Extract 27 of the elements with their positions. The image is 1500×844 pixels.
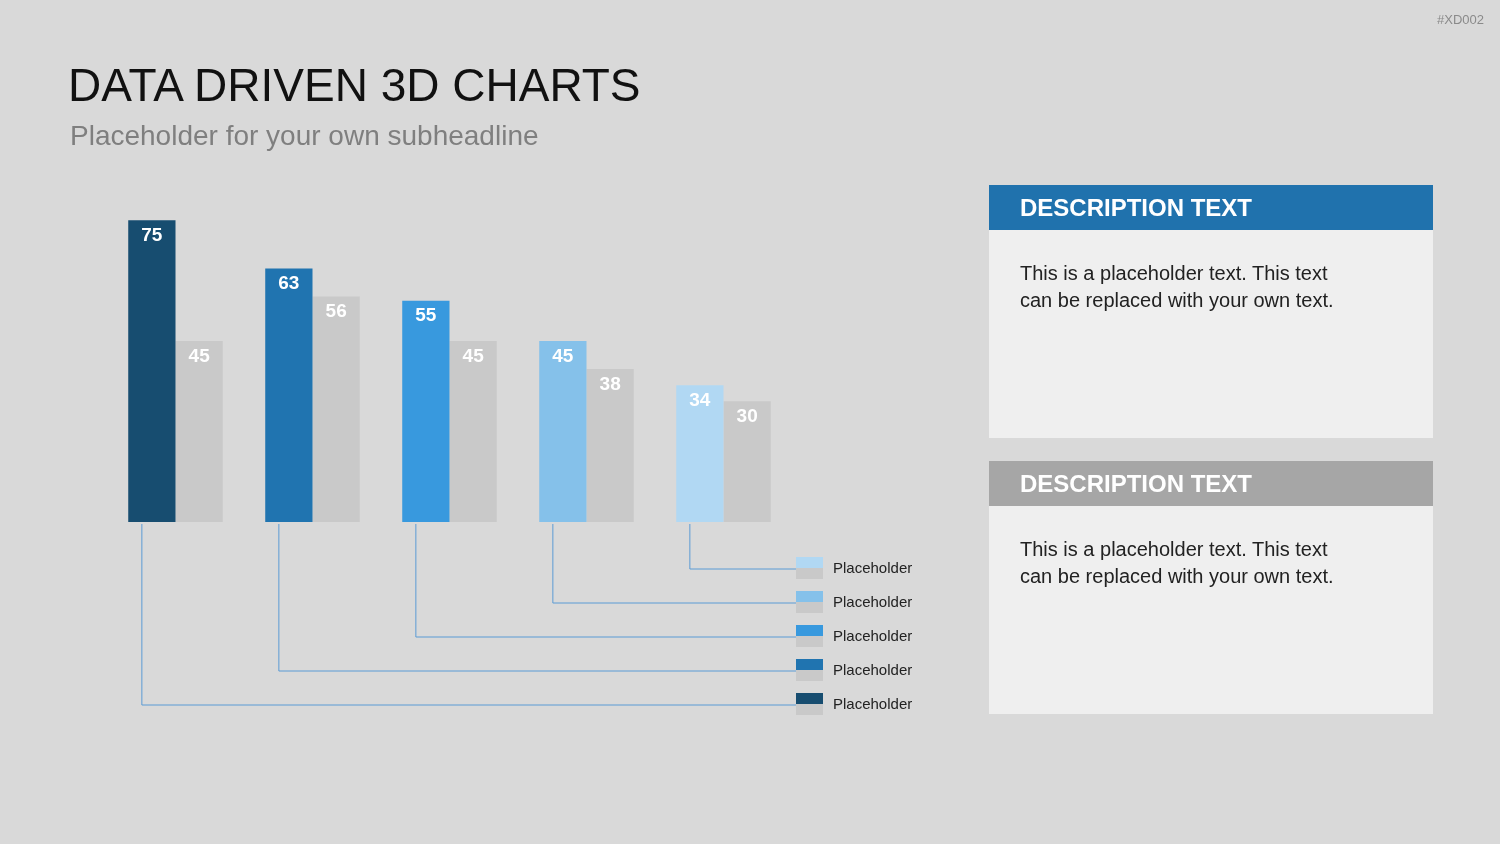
bar: [175, 340, 223, 522]
chart-subtitle: Placeholder for your own subheadline: [70, 120, 539, 152]
text: #XD002: [1437, 12, 1484, 27]
data-label: 34: [689, 388, 711, 410]
chart-title: DATA DRIVEN 3D CHARTS: [68, 58, 641, 112]
text: Placeholder: [833, 661, 913, 679]
data-label: 45: [552, 344, 574, 366]
bar: [586, 369, 634, 522]
text: This is a placeholder text. This text can be replaced with your own text.: [1019, 537, 1335, 589]
bar: [449, 340, 497, 522]
text: Placeholder: [833, 593, 913, 611]
text: DESCRIPTION TEXT: [989, 185, 1433, 230]
bar: [676, 385, 724, 522]
bar: [539, 340, 587, 522]
text: Placeholder: [833, 559, 913, 577]
text: This is a placeholder text. This text can be replaced with your own text.: [1019, 261, 1335, 313]
data-label: 63: [278, 272, 300, 294]
bar: [402, 300, 450, 522]
text: Placeholder: [833, 695, 913, 713]
text: Placeholder: [833, 627, 913, 645]
bar: [265, 268, 313, 522]
bar: [723, 401, 771, 522]
data-label: 75: [141, 223, 163, 245]
bar: [128, 220, 176, 522]
text: DESCRIPTION TEXT: [989, 461, 1433, 506]
data-label: 55: [415, 304, 437, 326]
bar: [312, 296, 360, 522]
